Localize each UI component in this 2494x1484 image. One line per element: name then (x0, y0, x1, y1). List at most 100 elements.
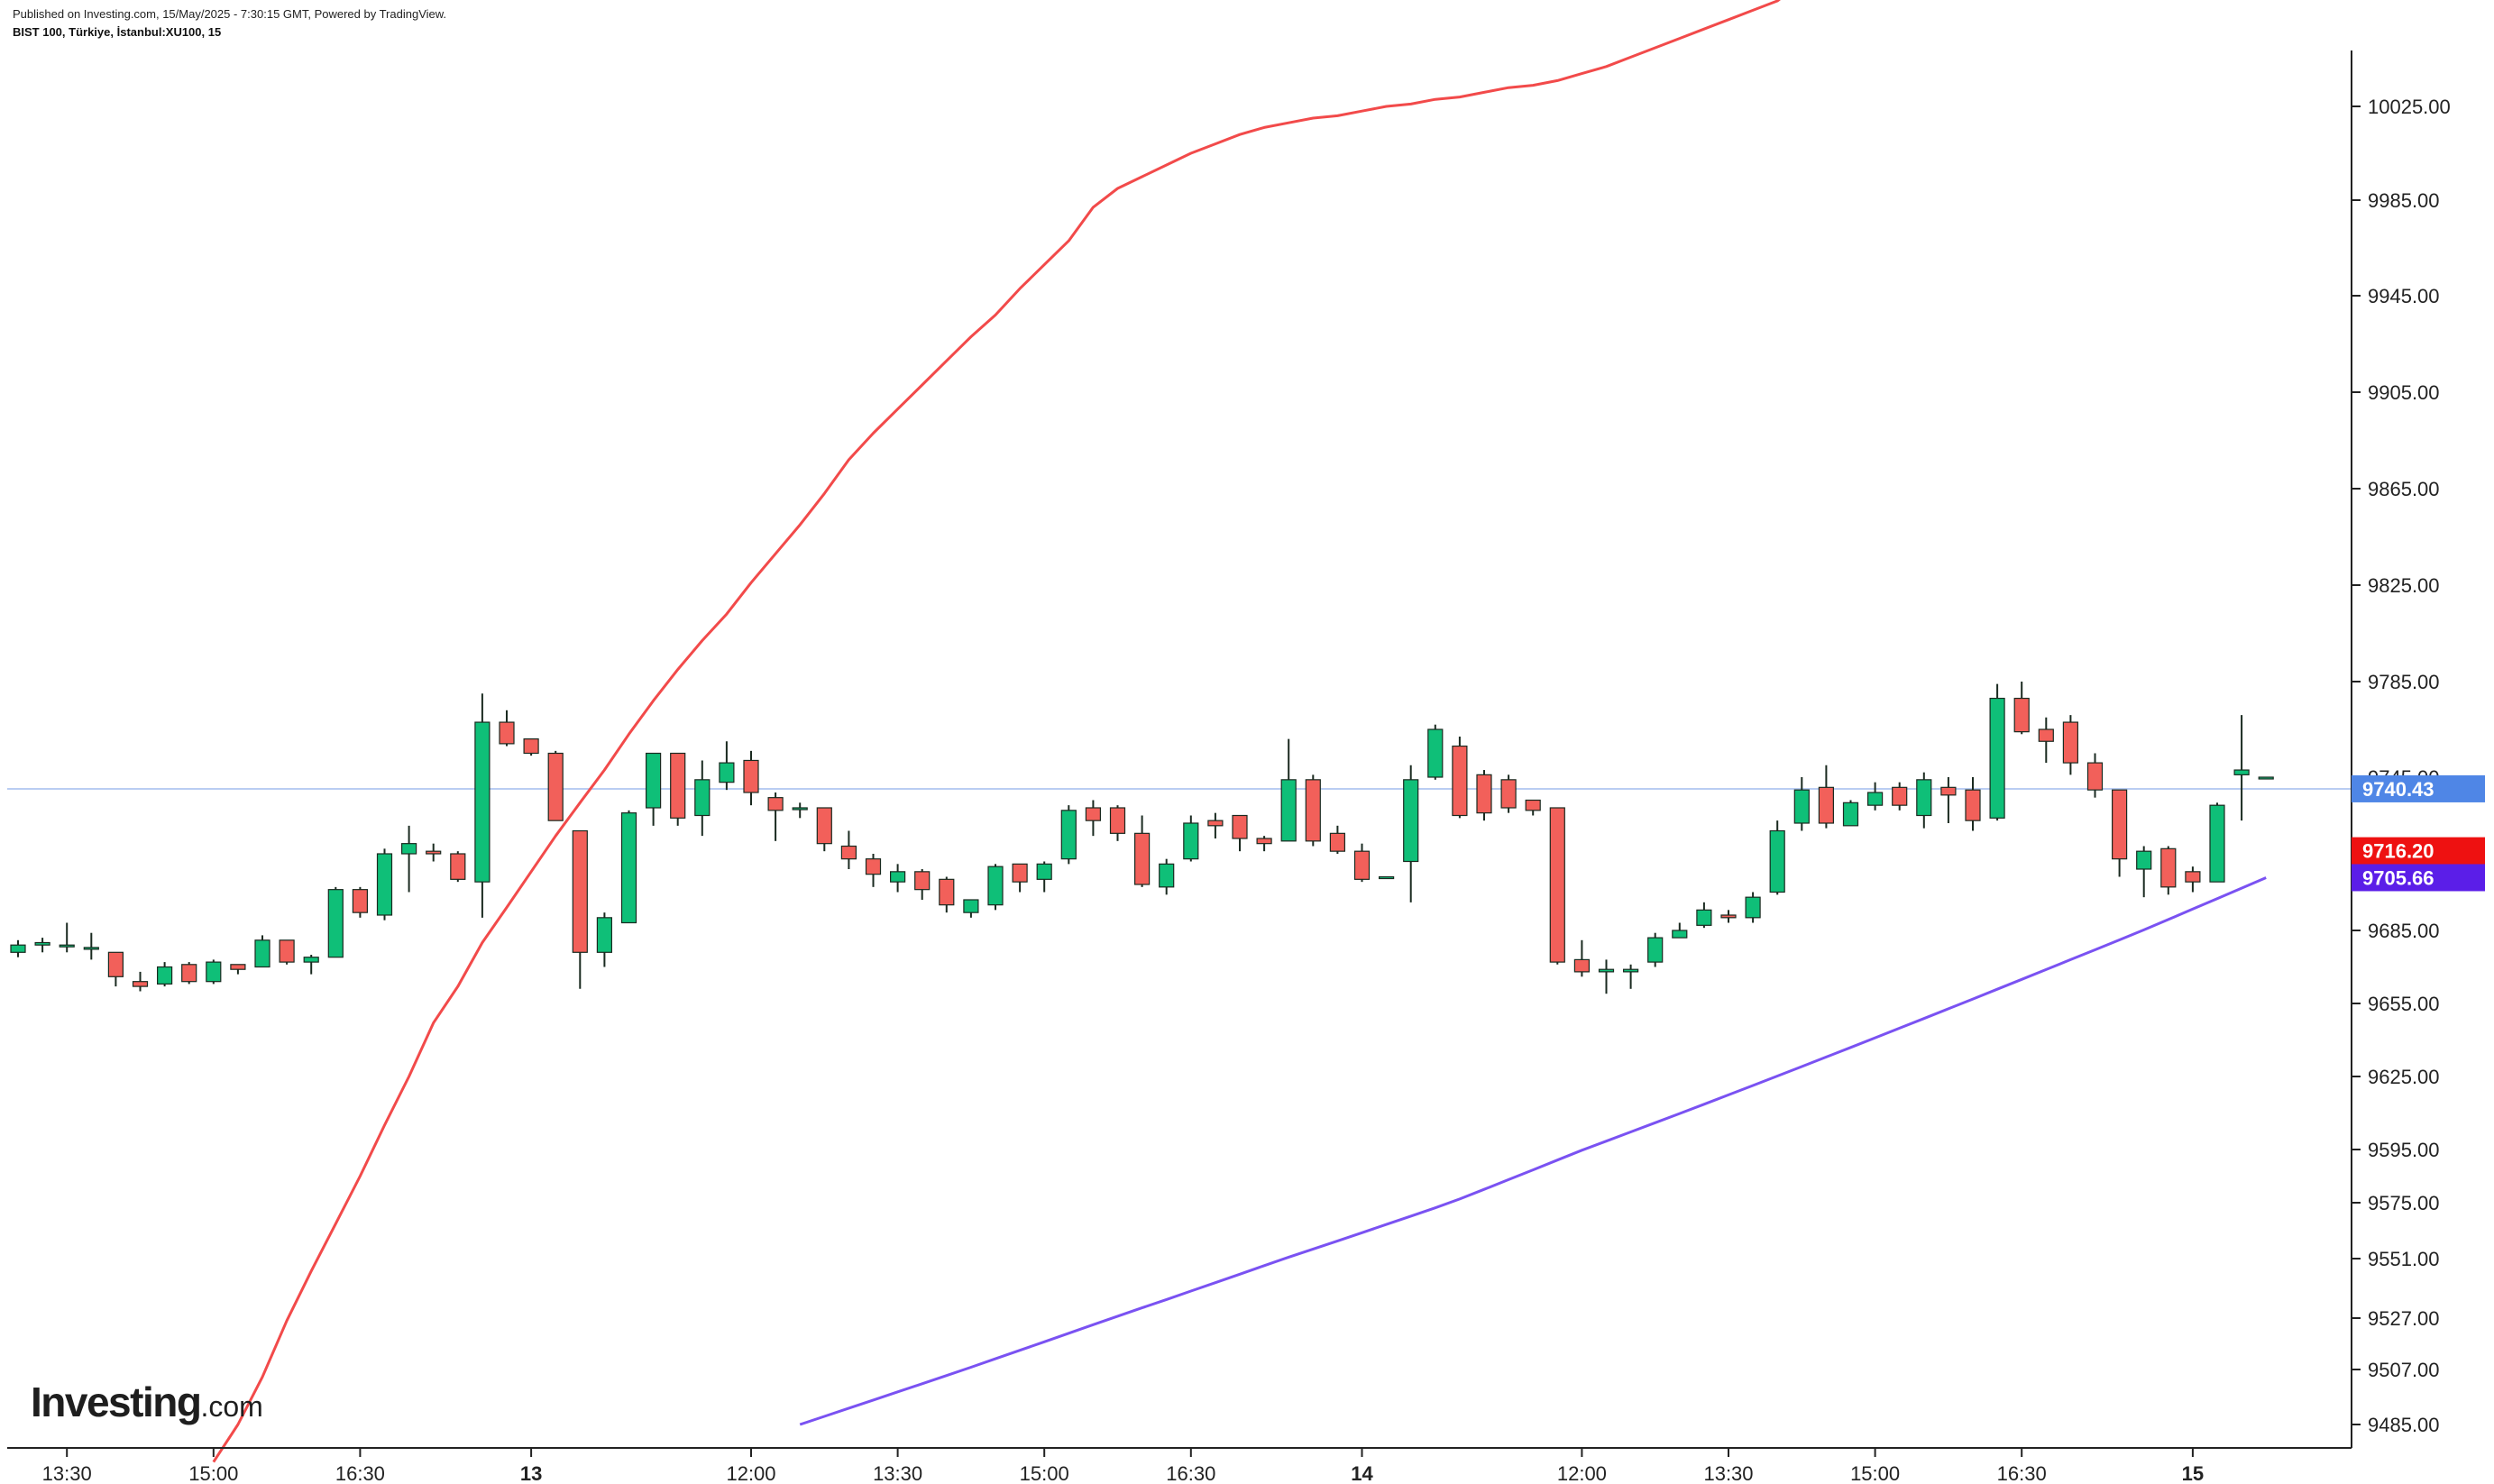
candle-body (792, 807, 808, 811)
candle (694, 760, 711, 837)
candles (10, 682, 2274, 994)
candle-body (596, 917, 613, 953)
candle-body (1452, 745, 1468, 817)
candle (1109, 805, 1126, 841)
candle (1012, 863, 1028, 893)
y-tick-label: 9655.00 (2368, 993, 2440, 1015)
candle-body (2233, 769, 2250, 775)
candle-body (1183, 822, 1199, 860)
investing-logo: Investing.com (31, 1378, 263, 1426)
candle-body (1818, 786, 1835, 824)
candle (2013, 682, 2030, 735)
candle-body (1842, 802, 1859, 827)
candle (1476, 770, 1492, 821)
candle (1965, 777, 1981, 831)
y-tick-label: 9551.00 (2368, 1248, 2440, 1270)
candle (1500, 774, 1517, 813)
x-tick-label: 16:30 (1166, 1462, 1215, 1484)
candle (474, 693, 491, 918)
candle (426, 843, 442, 862)
candle-body (206, 961, 222, 983)
candle (767, 792, 784, 841)
candle-body (1720, 914, 1737, 919)
y-axis-ticks: 10025.00 9985.00 9945.00 9905.00 9865.00 9825… (2352, 96, 2451, 1436)
candle-body (426, 850, 442, 855)
candle-body (474, 721, 491, 883)
x-tick-label: 15:00 (1020, 1462, 1069, 1484)
candle-body (1305, 779, 1321, 842)
candle-body (1769, 829, 1785, 893)
candle-body (547, 752, 564, 821)
candle-body (1353, 850, 1371, 880)
candle-body (376, 853, 393, 916)
candle (620, 810, 637, 924)
candle (1720, 910, 1737, 923)
candle-body (254, 939, 270, 968)
candle (1696, 902, 1712, 929)
candle-body (816, 807, 832, 845)
y-tick-label: 9825.00 (2368, 574, 2440, 597)
candle-body (2112, 789, 2128, 860)
candle-body (939, 878, 955, 906)
candle-body (230, 964, 246, 970)
candle (132, 971, 149, 992)
candle (1573, 939, 1591, 977)
candle (1232, 814, 1248, 852)
candle-body (401, 843, 417, 855)
x-tick-label: 16:30 (335, 1462, 385, 1484)
candle (572, 829, 588, 989)
x-tick-label: 15 (2182, 1462, 2204, 1484)
candle-body (2013, 697, 2030, 733)
candle-body (2209, 804, 2225, 883)
candle (450, 851, 466, 883)
candle-body (889, 871, 906, 883)
candle-body (157, 966, 173, 985)
candle (1036, 861, 1052, 893)
candle-body (2062, 721, 2078, 764)
ma-slow-badge-bg (2352, 864, 2485, 892)
candle (1867, 782, 1884, 811)
candle (1892, 782, 1908, 811)
y-tick-label: 9945.00 (2368, 285, 2440, 307)
candle-body (279, 939, 295, 963)
candle (914, 869, 931, 900)
y-tick-label: 9575.00 (2368, 1192, 2440, 1214)
candle-body (1232, 814, 1248, 839)
candle (83, 932, 99, 960)
candle (1353, 843, 1371, 883)
candle (939, 876, 955, 913)
candle (157, 962, 173, 987)
x-tick-label: 14 (1351, 1462, 1373, 1484)
candle-body (1916, 779, 1932, 817)
candle (1159, 858, 1175, 895)
candle (840, 830, 857, 869)
candle-body (2160, 847, 2177, 888)
candle (1549, 807, 1565, 965)
candle-body (523, 737, 539, 755)
candle (2038, 717, 2054, 764)
candle (1452, 736, 1468, 819)
candle (1672, 922, 1688, 939)
candle (1647, 932, 1664, 967)
candle (816, 807, 832, 852)
candle-body (1280, 779, 1297, 842)
price-badges: 9740.43 9716.20 9705.66 (2352, 774, 2485, 892)
candle (719, 741, 735, 791)
candle (2062, 715, 2078, 775)
candle-body (83, 947, 99, 950)
current-price-badge-bg (2352, 774, 2485, 802)
candle (743, 750, 759, 806)
candle-body (1940, 786, 1957, 796)
candle (401, 825, 417, 893)
candle-body (2038, 728, 2054, 742)
candle-body (2185, 871, 2201, 883)
y-tick-label: 9507.00 (2368, 1359, 2440, 1381)
candle-body (767, 797, 784, 811)
candle (547, 750, 564, 821)
x-tick-label: 13:30 (1703, 1462, 1753, 1484)
candle (10, 939, 26, 957)
candle-body (963, 899, 979, 913)
candle (254, 935, 270, 968)
candle (1207, 812, 1224, 838)
